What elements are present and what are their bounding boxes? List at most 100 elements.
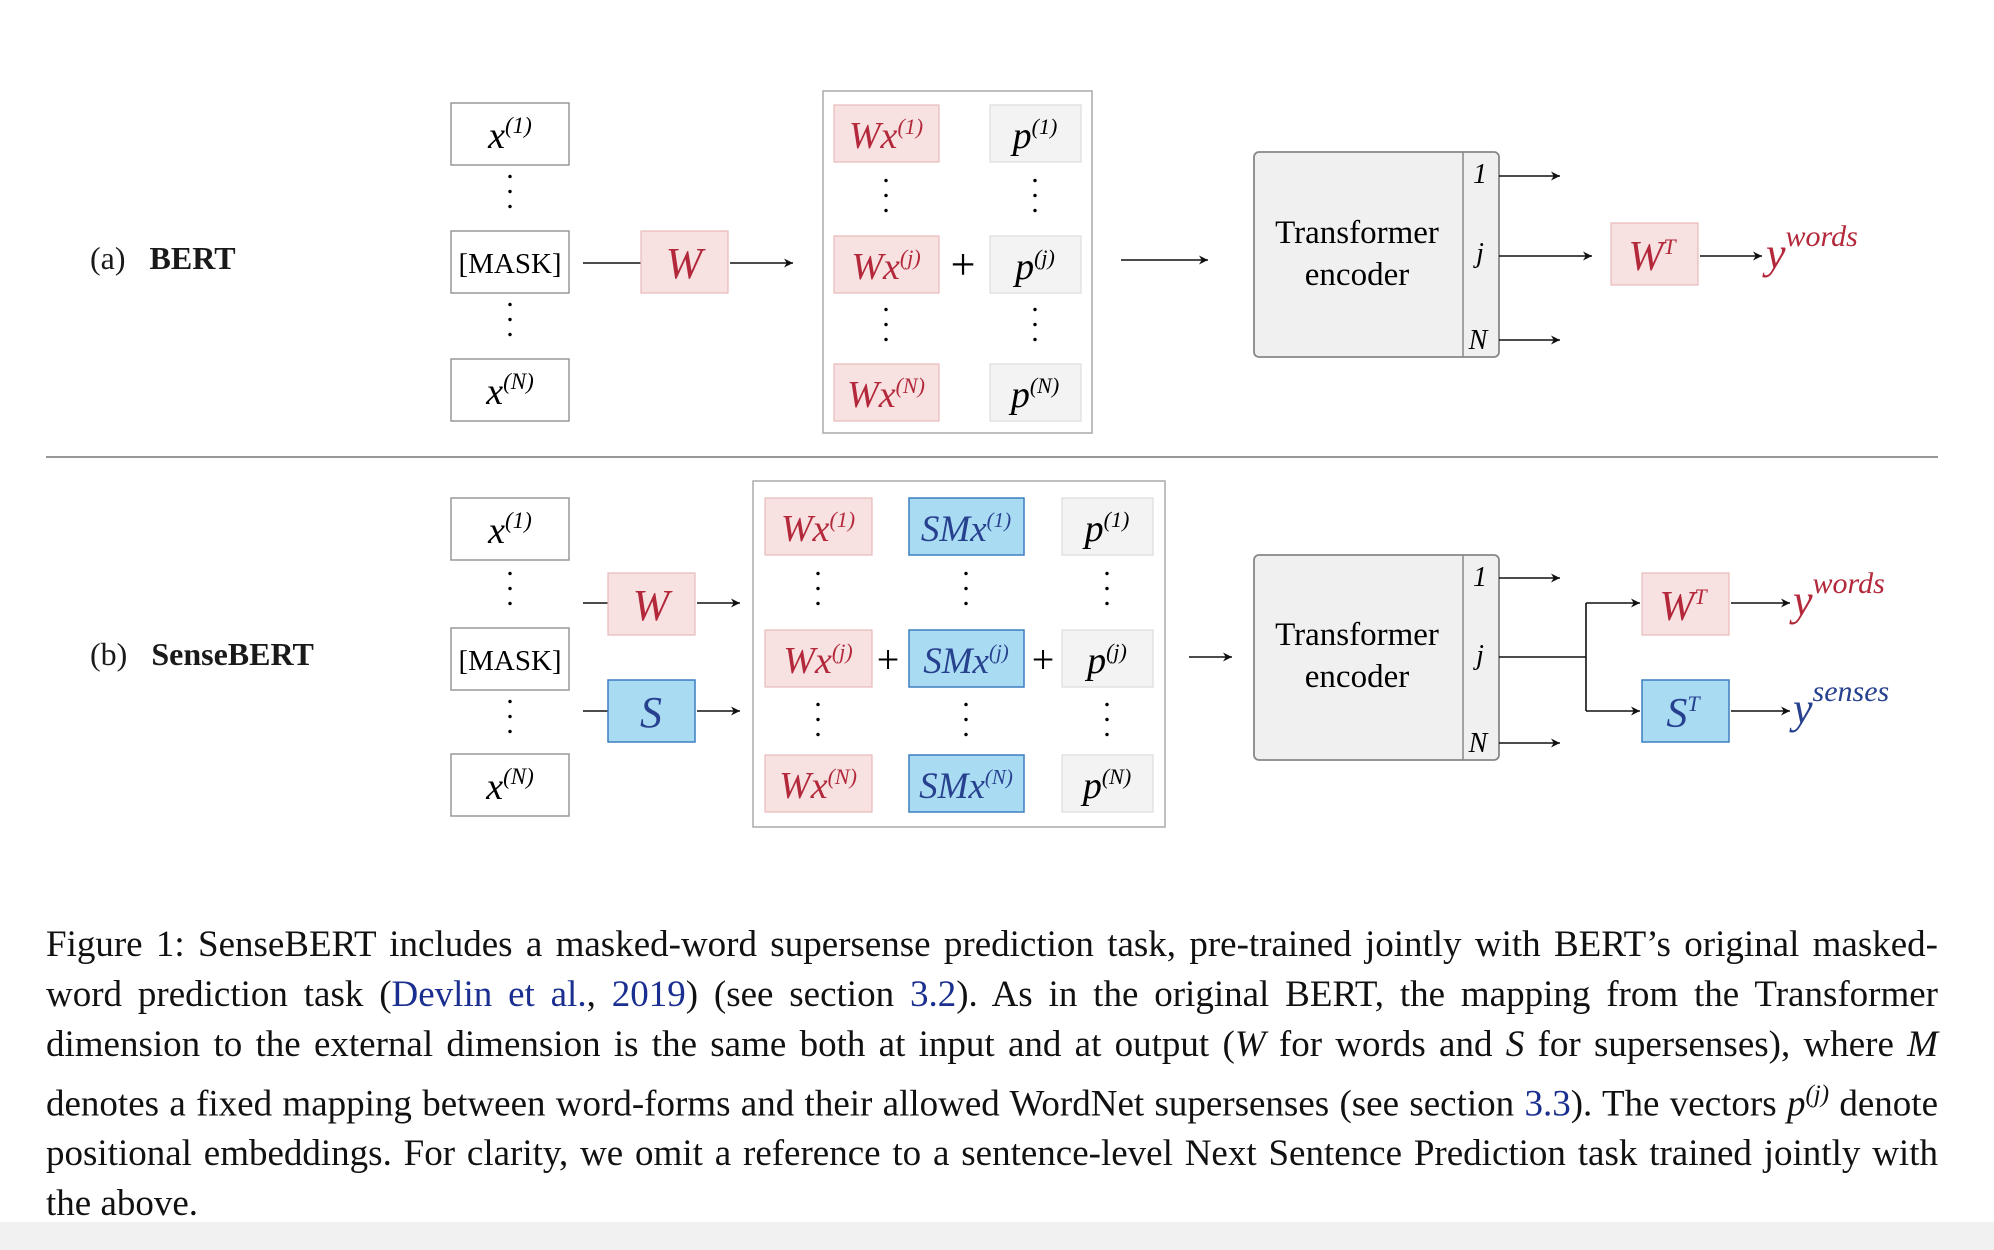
embed-pos-n-sup: (N) bbox=[1102, 764, 1131, 789]
caption-var-s: S bbox=[1505, 1024, 1525, 1065]
vdots-2: . bbox=[506, 310, 514, 343]
caption-var-p: p bbox=[1786, 1083, 1806, 1125]
bert-input-tokens: x(1) . . . [MASK] . . . x(N) bbox=[450, 102, 570, 422]
caption-text-3: ). As in the original BERT, the mapping … bbox=[46, 974, 1939, 1065]
panel-name-sensebert: SenseBERT bbox=[151, 636, 314, 672]
panel-tag-b: (b) bbox=[90, 636, 128, 672]
output-y-senses: ysenses bbox=[1789, 675, 1889, 733]
embed-sense-j-box bbox=[908, 629, 1025, 688]
embed-sense-1-box bbox=[908, 497, 1025, 556]
vdots-2: . bbox=[506, 280, 514, 313]
output-wt-sup: T bbox=[1694, 584, 1708, 609]
output-st-base: S bbox=[1666, 691, 1687, 737]
vdots-1: . bbox=[506, 182, 514, 215]
token-first: x(1) bbox=[487, 508, 532, 552]
caption-text-1: Figure 1: SenseBERT includes a masked-wo… bbox=[46, 924, 1938, 1015]
citation-year-link[interactable]: 2019 bbox=[611, 974, 686, 1015]
vdots: . bbox=[814, 564, 822, 597]
token-last-base: x bbox=[485, 371, 503, 413]
embed-word-n-base: Wx bbox=[847, 374, 896, 416]
vdots: . bbox=[1103, 579, 1111, 612]
sensebert-input-tokens: x(1) . . . [MASK] . . . x(N) bbox=[450, 497, 570, 817]
encoder-label-line2: encoder bbox=[1305, 659, 1409, 695]
citation-author-link[interactable]: Devlin et al. bbox=[391, 974, 587, 1015]
embed-word-n-box bbox=[833, 363, 940, 422]
embed-word-n-base: Wx bbox=[779, 765, 828, 807]
embed-word-1-box bbox=[833, 104, 940, 163]
encoder-label-line1: Transformer bbox=[1275, 617, 1439, 653]
embed-word-j-sup: (j) bbox=[900, 245, 921, 270]
caption-text-7: ). The vectors bbox=[1570, 1083, 1787, 1125]
token-mask: [MASK] bbox=[458, 248, 561, 280]
embed-word-j-base: Wx bbox=[783, 640, 832, 682]
token-first-sup: (1) bbox=[505, 508, 532, 533]
output-y-words-base: y bbox=[1762, 229, 1786, 278]
output-y-words-base: y bbox=[1789, 576, 1813, 625]
embed-pos-1-box bbox=[1061, 497, 1154, 556]
embed-sense-n-box bbox=[908, 754, 1025, 813]
vdots: . bbox=[506, 564, 514, 597]
embed-pos-1-base: p bbox=[1010, 115, 1032, 157]
embed-sense-n: SMx(N) bbox=[919, 765, 1013, 807]
token-last: x(N) bbox=[485, 764, 534, 808]
diagram-svg: x(1) . . . [MASK] . . . x(N) W Wx(1) . .… bbox=[46, 90, 1938, 828]
output-y-words: ywords bbox=[1789, 567, 1885, 625]
token-last: x(N) bbox=[485, 369, 534, 413]
caption-var-w: W bbox=[1234, 1024, 1266, 1065]
embed-sense-n-sup: (N) bbox=[985, 765, 1013, 789]
encoder-box bbox=[1253, 151, 1500, 358]
embed-word-j-base: Wx bbox=[851, 246, 900, 288]
caption-cite-sep: , bbox=[586, 974, 612, 1015]
vdots: . bbox=[882, 156, 890, 189]
token-box-last bbox=[450, 753, 570, 817]
token-first-base: x bbox=[487, 115, 505, 157]
vdots: . bbox=[1031, 186, 1039, 219]
embed-word-j-box bbox=[764, 629, 873, 688]
vdots: . bbox=[814, 549, 822, 582]
output-wt: WT bbox=[1628, 234, 1677, 280]
vdots: . bbox=[1031, 156, 1039, 189]
vdots: . bbox=[506, 677, 514, 710]
embed-word-n-box bbox=[764, 754, 873, 813]
embed-word-n-sup: (N) bbox=[896, 373, 925, 398]
embed-sense-1-base: SMx bbox=[921, 509, 987, 550]
bert-w-matrix: W bbox=[640, 230, 729, 294]
embed-pos-n: p(N) bbox=[1080, 764, 1131, 807]
encoder-port-n: N bbox=[1468, 325, 1489, 356]
embed-pos-j: p(j) bbox=[1012, 245, 1055, 288]
section-link-3-2[interactable]: 3.2 bbox=[909, 974, 957, 1015]
output-wt-base: W bbox=[1659, 584, 1698, 630]
embed-word-1: Wx(1) bbox=[781, 507, 855, 550]
caption-text-6: denotes a fixed mapping between word-for… bbox=[46, 1083, 1525, 1125]
embed-word-1-box bbox=[764, 497, 873, 556]
output-wt: WT bbox=[1659, 584, 1708, 630]
caption-text-2: ) (see section bbox=[685, 974, 910, 1015]
caption-var-m: M bbox=[1907, 1024, 1938, 1065]
vdots: . bbox=[962, 579, 970, 612]
section-link-3-3[interactable]: 3.3 bbox=[1524, 1083, 1571, 1125]
embed-sense-1-sup: (1) bbox=[987, 508, 1012, 532]
bert-embedding-block: Wx(1) . . . Wx(j) . . . Wx(N) + p(1) . .… bbox=[822, 90, 1093, 434]
embed-pos-n-box bbox=[989, 363, 1082, 422]
token-last-base: x bbox=[485, 766, 503, 808]
token-first-base: x bbox=[487, 510, 505, 552]
embed-word-1-sup: (1) bbox=[829, 507, 855, 532]
output-wt-base: W bbox=[1628, 234, 1667, 280]
embed-word-j-box bbox=[833, 235, 940, 294]
embed-sense-n-base: SMx bbox=[919, 766, 985, 807]
vdots: . bbox=[1103, 695, 1111, 728]
embed-word-1: Wx(1) bbox=[849, 114, 923, 157]
vdots: . bbox=[882, 300, 890, 333]
embed-pos-j-sup: (j) bbox=[1034, 245, 1055, 270]
vdots: . bbox=[962, 549, 970, 582]
vdots-1: . bbox=[506, 152, 514, 185]
token-last-sup: (N) bbox=[503, 764, 534, 789]
embed-sense-1: SMx(1) bbox=[921, 508, 1011, 550]
encoder-port-j: j bbox=[1473, 238, 1484, 269]
embed-pos-j-box bbox=[1061, 629, 1154, 688]
panel-label-bert: (a) BERT bbox=[90, 240, 236, 277]
vdots: . bbox=[814, 680, 822, 713]
vdots: . bbox=[1103, 710, 1111, 743]
output-y-words-sup: words bbox=[1813, 567, 1885, 600]
vdots: . bbox=[1103, 564, 1111, 597]
